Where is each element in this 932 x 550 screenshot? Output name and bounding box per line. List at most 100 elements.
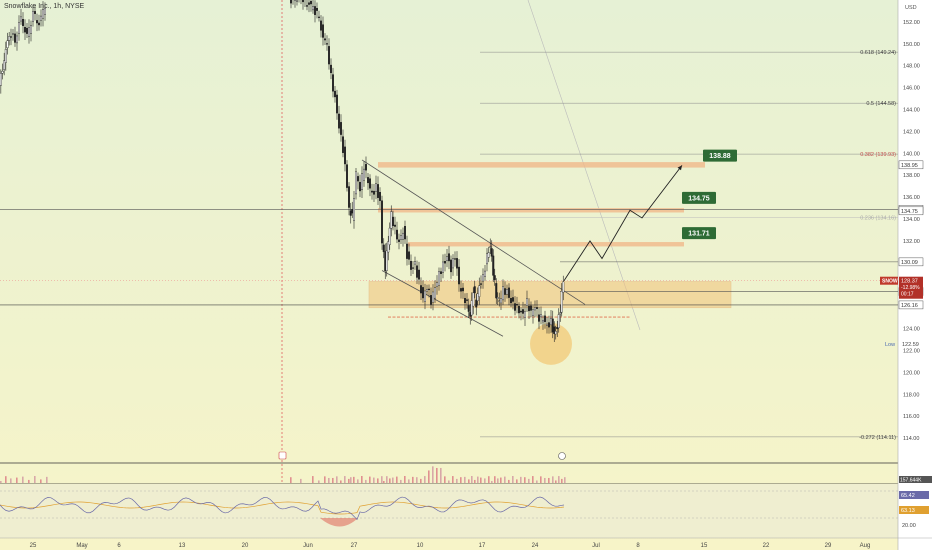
volume-bar: [471, 476, 473, 483]
price-tick-label: 150.00: [903, 42, 920, 48]
event-marker-dividend: [558, 452, 566, 460]
candle-body: [18, 22, 21, 34]
demand-zone: [368, 281, 732, 309]
candle-body: [4, 49, 7, 63]
volume-bar: [555, 480, 557, 483]
candle-body: [440, 271, 443, 274]
candle-body: [336, 94, 339, 114]
candle-body: [381, 200, 384, 244]
volume-bar: [468, 479, 470, 483]
low-label-name: Low: [885, 342, 895, 348]
candle-body: [464, 298, 467, 304]
volume-bar: [512, 476, 514, 483]
candle-body: [42, 9, 45, 19]
price-marker-label: 126.16: [901, 303, 918, 309]
highlight-circle: [530, 322, 572, 365]
volume-bar: [464, 476, 466, 483]
candle-body: [16, 35, 19, 44]
time-tick-label: 15: [701, 543, 708, 549]
volume-bar: [508, 479, 510, 483]
candle-body: [406, 243, 409, 259]
candle-body: [452, 258, 455, 269]
price-marker-box: [898, 300, 924, 310]
fib-level-label: -0.272 (114.11): [859, 435, 896, 441]
candle-body: [348, 186, 351, 208]
price-axis-background: [898, 0, 932, 550]
candle-body: [1, 70, 4, 74]
price-tick-label: 120.00: [903, 370, 920, 376]
volume-bar: [500, 477, 502, 483]
candle-body: [426, 289, 429, 292]
candle-body: [450, 259, 453, 273]
candle-body: [351, 209, 354, 214]
volume-bar: [389, 478, 391, 483]
volume-bar: [340, 480, 342, 483]
currency-label: USD: [905, 5, 917, 11]
candle-body: [489, 246, 492, 248]
candle-body: [493, 275, 496, 281]
symbol-tag: [880, 276, 898, 285]
volume-bar: [336, 476, 338, 483]
candle-body: [377, 184, 380, 198]
price-tick-label: 148.00: [903, 64, 920, 70]
volume-bar: [544, 477, 546, 483]
resistance-zone-138: [378, 162, 705, 168]
candle-body: [528, 305, 531, 312]
volume-bar: [488, 476, 490, 483]
candle-body: [26, 27, 29, 34]
candle-body: [516, 304, 519, 306]
candle-body: [40, 15, 43, 21]
candle-body: [34, 11, 37, 14]
volume-bar: [16, 477, 18, 483]
volume-bar: [524, 477, 526, 483]
candle-body: [480, 283, 483, 285]
candle-body: [363, 168, 366, 181]
candle-body: [361, 173, 364, 191]
candle-body: [424, 290, 427, 302]
candle-body: [310, 1, 313, 5]
candle-body: [13, 33, 16, 43]
candle-body: [410, 260, 413, 270]
candle-body: [375, 183, 378, 192]
price-tick-label: 136.00: [903, 195, 920, 201]
candle-body: [394, 224, 397, 227]
price-marker-box: [898, 160, 924, 170]
resistance-zone-134: [378, 208, 684, 213]
volume-bar: [381, 476, 383, 483]
candle-body: [478, 285, 481, 297]
candle-body: [542, 320, 545, 323]
candle-body: [318, 16, 321, 18]
projection-arrowhead: [677, 165, 682, 171]
time-tick-label: 6: [117, 543, 121, 549]
candle-body: [530, 305, 533, 311]
volume-bar: [350, 477, 352, 483]
volume-bar: [373, 477, 375, 483]
candle-body: [379, 192, 382, 201]
candle-body: [498, 300, 501, 302]
candle-body: [428, 288, 431, 291]
time-tick-label: 27: [351, 543, 358, 549]
volume-bar: [357, 479, 359, 483]
time-tick-label: 17: [479, 543, 486, 549]
candle-body: [30, 25, 33, 34]
rsi-signal-box: [899, 506, 929, 514]
candle-body: [554, 331, 557, 335]
candle-body: [346, 164, 349, 188]
candle-body: [422, 287, 425, 299]
candle-body: [332, 74, 335, 92]
candle-body: [324, 38, 327, 41]
candle-body: [508, 287, 511, 298]
volume-bar: [386, 476, 388, 483]
candle-body: [482, 274, 485, 282]
candle-body: [514, 303, 517, 311]
volume-bar: [22, 476, 24, 483]
candle-body: [22, 19, 25, 26]
volume-bar: [477, 476, 479, 483]
candle-body: [559, 312, 562, 315]
candle-body: [492, 255, 495, 276]
candle-body: [418, 269, 421, 280]
volume-bar: [540, 476, 542, 483]
candle-body: [414, 261, 417, 265]
fib-level-label: 0.618 (149.24): [860, 50, 896, 56]
